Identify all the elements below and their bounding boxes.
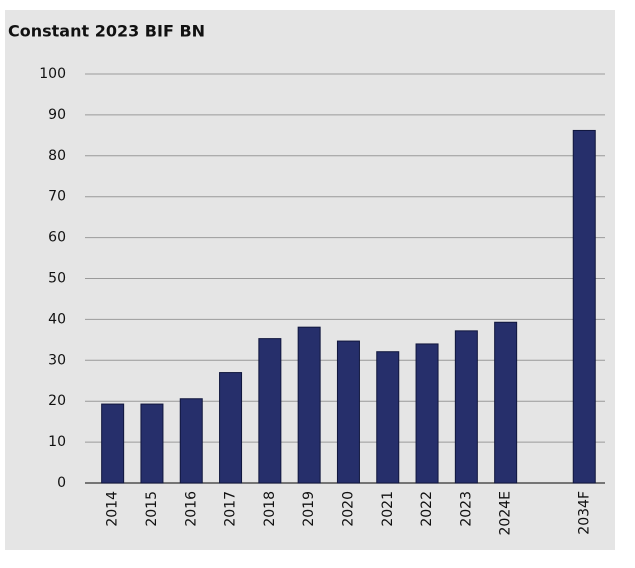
y-tick-label: 70 <box>48 189 66 205</box>
x-tick-label: 2024E <box>498 491 514 535</box>
y-tick-label: 0 <box>57 475 66 491</box>
y-tick-label: 90 <box>48 107 66 123</box>
bar <box>179 398 203 484</box>
y-tick-label: 50 <box>48 271 66 287</box>
bar <box>454 330 478 484</box>
bar <box>376 351 400 484</box>
y-tick-label: 60 <box>48 230 66 246</box>
x-tick-label: 2034F <box>576 491 592 535</box>
y-tick-label: 30 <box>48 352 66 368</box>
x-tick-label: 2015 <box>144 491 160 527</box>
bar <box>415 343 439 484</box>
x-tick-label: 2020 <box>340 491 356 527</box>
y-tick-label: 80 <box>48 148 66 164</box>
x-tick-label: 2022 <box>419 491 435 527</box>
x-tick-label: 2019 <box>301 491 317 527</box>
x-tick-label: 2017 <box>223 491 239 527</box>
bar <box>494 321 518 484</box>
y-tick-label: 40 <box>48 311 66 327</box>
bar <box>140 403 164 484</box>
bar <box>258 338 282 484</box>
bar <box>219 372 243 484</box>
bar <box>297 326 321 484</box>
bar <box>572 129 596 484</box>
y-tick-label: 10 <box>48 434 66 450</box>
chart-title: Constant 2023 BIF BN <box>8 22 205 41</box>
bar <box>101 403 125 484</box>
x-tick-label: 2016 <box>183 491 199 527</box>
y-tick-label: 100 <box>39 66 66 82</box>
y-tick-label: 20 <box>48 393 66 409</box>
x-tick-label: 2018 <box>262 491 278 527</box>
x-tick-label: 2023 <box>458 491 474 527</box>
x-tick-label: 2014 <box>105 491 121 527</box>
bar <box>336 340 360 484</box>
x-tick-label: 2021 <box>380 491 396 527</box>
